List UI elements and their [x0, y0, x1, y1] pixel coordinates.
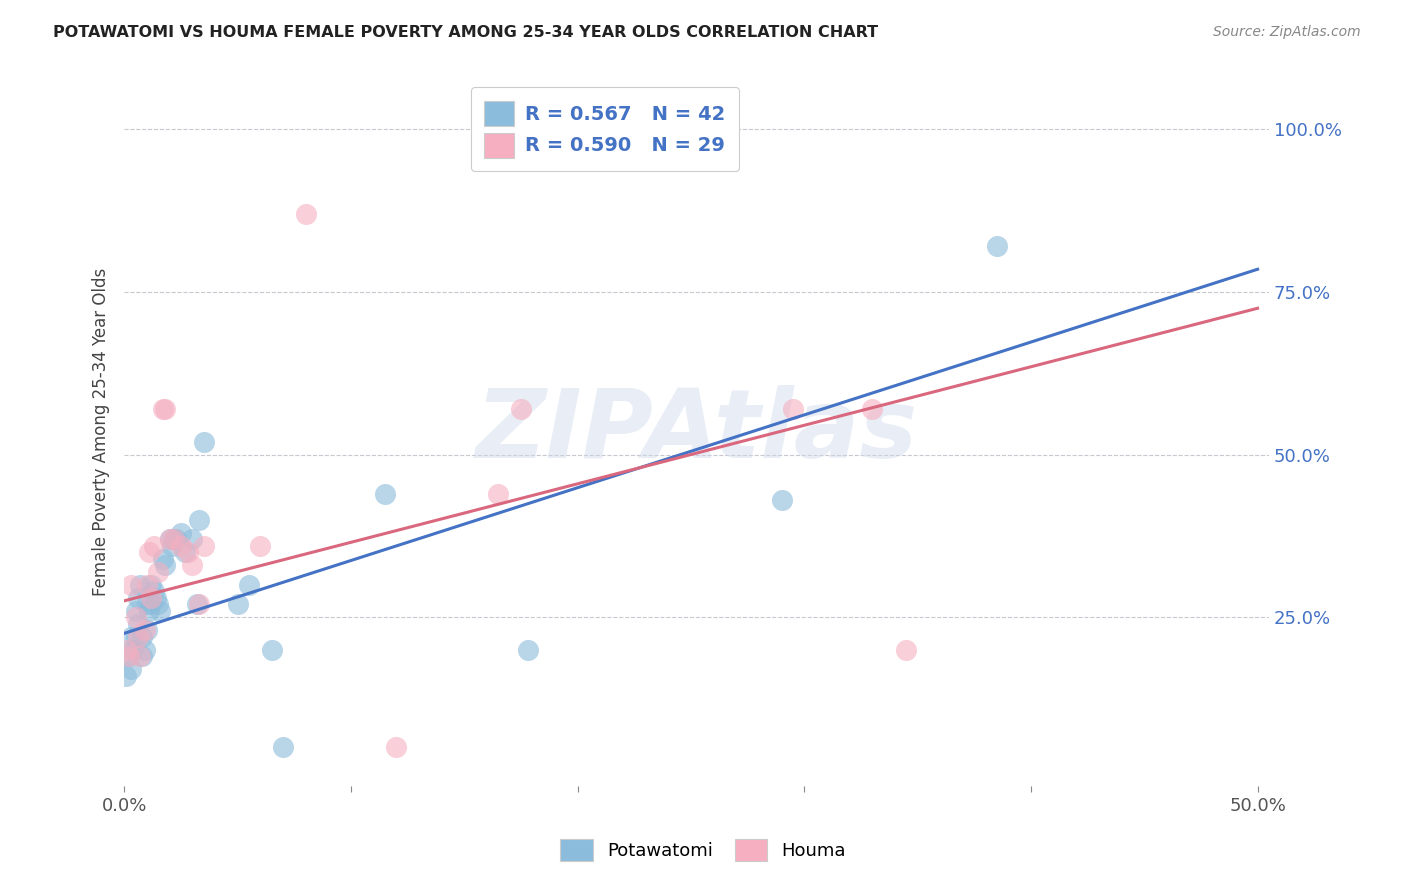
Point	[174, 545, 197, 559]
Point	[249, 539, 271, 553]
Point	[770, 493, 793, 508]
Y-axis label: Female Poverty Among 25-34 Year Olds: Female Poverty Among 25-34 Year Olds	[93, 268, 110, 596]
Point	[170, 525, 193, 540]
Point	[271, 740, 294, 755]
Point	[127, 630, 149, 644]
Point	[141, 591, 163, 605]
Point	[120, 577, 142, 591]
Point	[509, 402, 531, 417]
Point	[135, 597, 157, 611]
Point	[145, 591, 167, 605]
Point	[860, 402, 883, 417]
Point	[142, 584, 165, 599]
Point	[188, 512, 211, 526]
Point	[131, 630, 153, 644]
Point	[122, 642, 145, 657]
Point	[118, 649, 141, 664]
Point	[149, 604, 172, 618]
Point	[129, 577, 152, 591]
Point	[148, 597, 170, 611]
Point	[120, 662, 142, 676]
Point	[176, 545, 198, 559]
Point	[163, 532, 186, 546]
Text: Source: ZipAtlas.com: Source: ZipAtlas.com	[1213, 25, 1361, 39]
Point	[153, 402, 176, 417]
Point	[159, 532, 181, 546]
Point	[138, 604, 160, 618]
Point	[516, 642, 538, 657]
Point	[260, 642, 283, 657]
Point	[153, 558, 176, 572]
Point	[165, 532, 187, 546]
Point	[129, 649, 152, 664]
Point	[152, 402, 174, 417]
Point	[135, 623, 157, 637]
Point	[115, 642, 138, 657]
Point	[193, 539, 215, 553]
Point	[486, 486, 509, 500]
Point	[142, 539, 165, 553]
Point	[148, 565, 170, 579]
Point	[127, 591, 149, 605]
Point	[141, 577, 163, 591]
Point	[127, 616, 149, 631]
Point	[782, 402, 804, 417]
Point	[986, 239, 1008, 253]
Point	[124, 604, 146, 618]
Point	[152, 551, 174, 566]
Point	[896, 642, 918, 657]
Text: POTAWATOMI VS HOUMA FEMALE POVERTY AMONG 25-34 YEAR OLDS CORRELATION CHART: POTAWATOMI VS HOUMA FEMALE POVERTY AMONG…	[53, 25, 879, 40]
Point	[163, 532, 186, 546]
Point	[181, 558, 204, 572]
Point	[134, 623, 156, 637]
Point	[124, 610, 146, 624]
Text: ZIPAtlas: ZIPAtlas	[475, 385, 918, 478]
Point	[159, 532, 181, 546]
Point	[141, 597, 163, 611]
Point	[181, 532, 204, 546]
Point	[160, 539, 183, 553]
Point	[193, 434, 215, 449]
Point	[131, 649, 153, 664]
Point	[294, 207, 316, 221]
Point	[385, 740, 408, 755]
Point	[138, 545, 160, 559]
Point	[170, 539, 193, 553]
Point	[238, 577, 260, 591]
Point	[135, 577, 157, 591]
Point	[120, 630, 142, 644]
Point	[134, 642, 156, 657]
Point	[374, 486, 396, 500]
Point	[118, 649, 141, 664]
Point	[226, 597, 249, 611]
Legend: Potawatomi, Houma: Potawatomi, Houma	[551, 830, 855, 870]
Point	[186, 597, 208, 611]
Point	[188, 597, 211, 611]
Legend: R = 0.567   N = 42, R = 0.590   N = 29: R = 0.567 N = 42, R = 0.590 N = 29	[471, 87, 740, 171]
Point	[124, 630, 146, 644]
Point	[115, 668, 138, 682]
